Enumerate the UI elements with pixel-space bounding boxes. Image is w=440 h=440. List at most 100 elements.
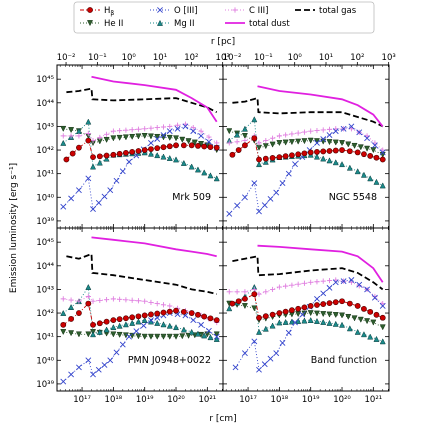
x-tick-label: 10¹⁹ (136, 395, 154, 405)
panel-label: PMN J0948+0022 (128, 355, 211, 366)
point-c3 (320, 127, 326, 133)
point-o3 (154, 314, 161, 321)
point-hbeta (361, 151, 367, 158)
point-mg2 (194, 166, 201, 173)
top-tick-label: 10¹ (153, 53, 167, 63)
point-mg2 (90, 163, 97, 170)
point-mg2 (313, 153, 320, 160)
point-mg2 (251, 116, 258, 123)
x-axis-title: r [cm] (209, 414, 236, 424)
point-o3 (205, 327, 212, 334)
point-o3 (364, 135, 370, 142)
point-he2 (351, 142, 358, 149)
point-he2 (326, 311, 333, 318)
point-o3 (126, 333, 132, 340)
point-he2 (75, 331, 82, 338)
point-mg2 (85, 118, 92, 125)
point-mg2 (60, 309, 67, 316)
point-he2 (213, 331, 220, 338)
point-mg2 (379, 182, 386, 189)
point-hbeta (326, 148, 333, 154)
point-hbeta (373, 311, 380, 318)
point-hbeta (282, 308, 289, 315)
point-hbeta (269, 155, 276, 161)
point-o3 (234, 202, 241, 209)
point-o3 (107, 357, 114, 364)
point-o3 (213, 333, 220, 340)
point-c3 (97, 297, 103, 304)
series-gas (232, 96, 384, 128)
y-axis-title: Emission luminosity [erg s⁻¹] (9, 163, 19, 293)
series-line-dust (257, 244, 384, 283)
point-c3 (174, 122, 181, 128)
point-hbeta (242, 295, 248, 302)
series-dust (257, 244, 384, 283)
point-o3 (95, 199, 102, 206)
point-hbeta (135, 313, 142, 320)
point-he2 (332, 312, 339, 319)
series-line-c3 (229, 279, 384, 304)
point-c3 (308, 279, 314, 285)
point-he2 (179, 136, 186, 143)
point-c3 (76, 298, 82, 304)
point-mg2 (320, 155, 327, 162)
point-hbeta (289, 307, 295, 314)
point-he2 (141, 333, 148, 340)
legend-entry-gas: total gas (295, 6, 357, 16)
point-mg2 (241, 125, 248, 132)
series-line-dust (257, 85, 384, 127)
series-line-gas (232, 96, 384, 128)
point-mg2 (226, 305, 233, 312)
point-hbeta (116, 150, 123, 157)
point-he2 (179, 333, 186, 340)
point-o3 (251, 180, 258, 187)
panel-data (60, 75, 220, 213)
y-tick-label: 10⁴⁰ (36, 356, 54, 366)
point-c3 (97, 134, 103, 141)
point-hbeta (251, 135, 258, 142)
panels: Mrk 509 NGC 5548 PMN J0948+0022 Band functi… (56, 64, 390, 392)
point-c3 (103, 131, 110, 137)
point-he2 (135, 133, 142, 140)
point-hbeta (314, 302, 320, 308)
point-o3 (299, 311, 306, 318)
point-hbeta (332, 147, 339, 154)
point-he2 (173, 333, 180, 340)
point-hbeta (295, 151, 302, 158)
series-dust (91, 236, 217, 258)
point-c3 (326, 126, 333, 132)
top-tick-label: 10⁻¹ (88, 53, 107, 63)
point-mg2 (339, 321, 346, 328)
point-mg2 (346, 325, 353, 332)
series-o3 (232, 277, 386, 373)
point-c3 (60, 296, 66, 302)
legend-entry-he2: He II (80, 19, 123, 29)
series-mg2 (226, 283, 386, 345)
point-hbeta (207, 315, 214, 322)
point-o3 (85, 357, 92, 364)
point-mg2 (360, 331, 367, 338)
point-o3 (356, 129, 363, 136)
point-o3 (332, 128, 339, 135)
point-c3 (269, 135, 276, 141)
point-he2 (345, 141, 352, 148)
point-mg2 (332, 159, 339, 166)
point-o3 (256, 208, 262, 215)
point-he2 (379, 324, 386, 331)
point-c3 (198, 128, 204, 134)
legend-label-c3: C III] (249, 6, 268, 16)
point-o3 (113, 177, 120, 184)
point-o3 (285, 170, 292, 177)
point-o3 (205, 138, 212, 145)
point-hbeta (173, 307, 179, 314)
y-tick-label: 10³⁹ (36, 217, 54, 227)
point-hbeta (141, 147, 148, 153)
top-tick-label: 10¹ (319, 53, 333, 63)
point-he2 (129, 133, 136, 140)
point-he2 (276, 140, 283, 147)
point-o3 (226, 210, 233, 217)
series-hbeta (229, 291, 386, 321)
point-mg2 (256, 161, 263, 168)
point-o3 (174, 125, 181, 132)
